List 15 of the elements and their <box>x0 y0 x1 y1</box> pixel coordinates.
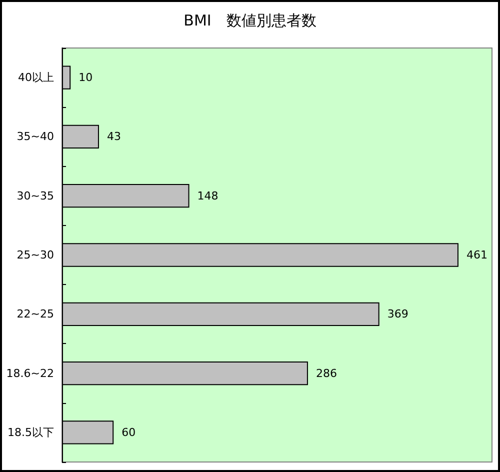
data-label: 286 <box>316 366 337 380</box>
y-tick-label: 35~40 <box>16 130 54 144</box>
data-label: 60 <box>122 426 136 439</box>
y-tick-label: 18.6~22 <box>6 366 54 380</box>
data-label: 461 <box>466 248 488 262</box>
y-tick-label: 18.5以下 <box>8 426 54 439</box>
y-tick-label: 30~35 <box>16 189 54 202</box>
chart-title: BMI 数値別患者数 <box>184 12 316 30</box>
y-tick-label: 22~25 <box>16 308 54 321</box>
data-label: 369 <box>387 308 408 321</box>
data-label: 10 <box>78 71 93 84</box>
data-label: 148 <box>197 189 218 202</box>
data-label: 43 <box>106 130 121 144</box>
y-tick-label: 40以上 <box>18 71 54 84</box>
y-tick-label: 25~30 <box>16 248 54 262</box>
